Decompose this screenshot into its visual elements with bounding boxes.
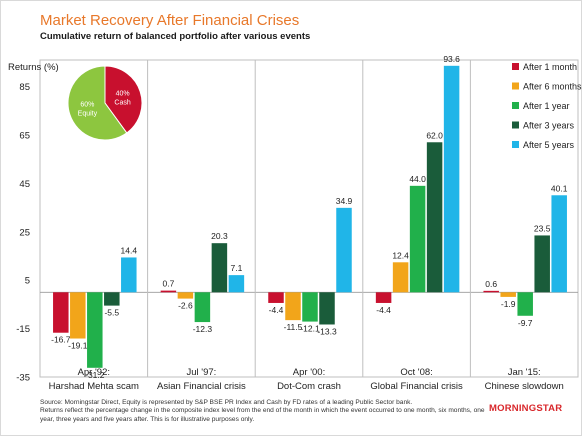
bar: [392, 262, 409, 293]
pie-slice-sublabel: Cash: [114, 99, 130, 106]
legend-swatch: [512, 82, 519, 90]
data-label: -19.1: [68, 341, 88, 351]
data-label: -5.5: [104, 308, 119, 318]
data-label: -13.3: [317, 326, 337, 336]
pie-slice-label: 60%: [80, 102, 94, 109]
data-label: -31.2: [85, 370, 105, 380]
y-tick-label: 25: [19, 227, 30, 238]
y-axis-label: Returns (%): [8, 62, 59, 73]
bar: [228, 275, 245, 293]
pie-slice: [104, 65, 143, 134]
data-label: 0.6: [485, 279, 497, 289]
pie-slice-sublabel: Equity: [78, 111, 98, 118]
data-label: 40.1: [551, 183, 568, 193]
data-label: -11.5: [284, 322, 303, 332]
data-label: -1.9: [501, 299, 516, 309]
pie-slice-label: 40%: [116, 90, 130, 97]
source-note: Source: Morningstar Direct, Equity is re…: [40, 399, 413, 406]
bar: [53, 292, 69, 333]
data-label: 23.5: [534, 223, 551, 233]
bar: [500, 292, 516, 297]
bar: [104, 292, 120, 306]
category-label-date: Apr '92:: [78, 367, 110, 378]
plot-border: [39, 59, 579, 378]
data-label: 14.4: [121, 245, 138, 255]
bar: [70, 292, 86, 339]
legend-swatch: [512, 63, 519, 70]
data-label: 62.0: [426, 130, 443, 140]
category-label-date: Oct '08:: [400, 367, 432, 378]
legend-swatch: [512, 102, 519, 109]
chart-subtitle: Cumulative return of balanced portfolio …: [40, 31, 311, 42]
bar: [534, 235, 550, 293]
y-tick-label: -35: [16, 373, 30, 384]
bar: [517, 292, 533, 316]
data-label: -4.4: [376, 305, 391, 315]
data-label: 44.0: [409, 174, 426, 184]
y-tick-label: 5: [25, 276, 30, 287]
data-label: -9.7: [518, 318, 533, 328]
data-label: -12.3: [193, 324, 213, 334]
legend-swatch: [512, 121, 519, 129]
y-tick-label: 85: [19, 82, 30, 93]
category-label-date: Jan '15:: [508, 367, 541, 378]
data-label: 93.6: [443, 54, 460, 64]
category-label-event: Asian Financial crisis: [157, 381, 246, 392]
legend-label: After 3 years: [523, 121, 575, 131]
bar: [319, 292, 335, 325]
data-label: 20.3: [211, 231, 228, 241]
data-label: 34.9: [336, 196, 353, 206]
legend-label: After 6 months: [523, 82, 582, 92]
bar: [336, 207, 352, 293]
legend-label: After 1 month: [523, 62, 577, 72]
bar: [426, 142, 443, 293]
legend-label: After 1 year: [523, 101, 570, 111]
bar: [160, 290, 177, 293]
data-label: -12.1: [300, 324, 320, 334]
bar: [375, 292, 392, 303]
pie-slice: [67, 65, 128, 141]
category-label-date: Apr '00:: [293, 367, 325, 378]
bar: [177, 292, 194, 299]
data-label: 0.7: [162, 279, 174, 289]
bar: [443, 65, 460, 293]
bar: [121, 257, 137, 293]
data-label: -2.6: [178, 301, 193, 311]
bar: [194, 292, 211, 323]
footer-notes: Source: Morningstar Direct, Equity is re…: [40, 399, 500, 424]
y-tick-label: 65: [19, 131, 30, 142]
chart-title: Market Recovery After Financial Crises: [40, 12, 300, 29]
bar: [211, 243, 228, 293]
y-tick-label: 45: [19, 179, 30, 190]
disclaimer-note: Returns reflect the percentage change in…: [40, 407, 485, 423]
data-label: -4.4: [269, 305, 284, 315]
category-label-event: Chinese slowdown: [485, 381, 564, 392]
category-label-date: Jul '97:: [186, 367, 216, 378]
bar: [285, 292, 301, 321]
data-label: 7.1: [230, 263, 242, 273]
category-label-event: Harshad Mehta scam: [49, 381, 139, 392]
data-label: 12.4: [392, 250, 409, 260]
category-label-event: Dot-Com crash: [277, 381, 341, 392]
bar: [551, 195, 567, 293]
legend-label: After 5 years: [523, 140, 575, 150]
bar: [302, 292, 318, 322]
bar: [87, 292, 103, 368]
y-tick-label: -15: [16, 324, 30, 335]
bar: [268, 292, 284, 303]
data-label: -16.7: [51, 335, 71, 345]
morningstar-logo: MORNINGSTAR: [489, 403, 563, 414]
bar: [483, 290, 499, 293]
bar: [409, 185, 426, 293]
category-label-event: Global Financial crisis: [370, 381, 463, 392]
legend-swatch: [512, 141, 519, 148]
